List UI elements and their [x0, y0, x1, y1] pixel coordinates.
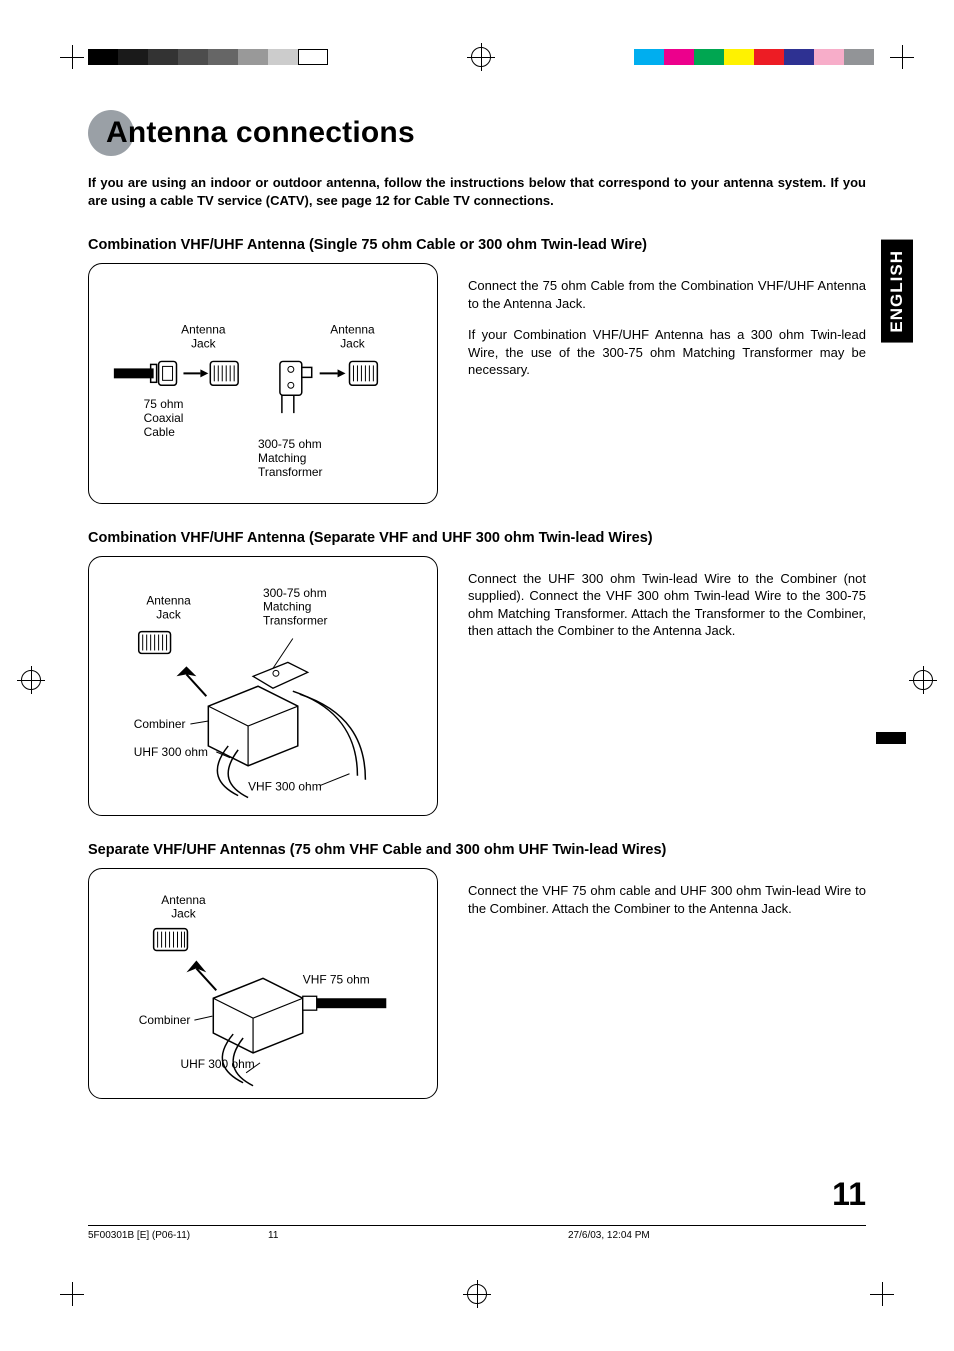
- para: Connect the 75 ohm Cable from the Combin…: [468, 277, 866, 312]
- svg-text:VHF 75 ohm: VHF 75 ohm: [303, 973, 370, 987]
- diagram-1: AntennaJack 75 oh: [88, 263, 438, 504]
- svg-text:AntennaJack: AntennaJack: [146, 593, 191, 621]
- registration-mark: [471, 47, 491, 67]
- section-2: Combination VHF/UHF Antenna (Separate VH…: [88, 530, 866, 817]
- page-number: 11: [832, 1176, 866, 1213]
- crop-mark: [870, 1282, 894, 1306]
- footer-date: 27/6/03, 12:04 PM: [568, 1230, 866, 1241]
- section-heading: Combination VHF/UHF Antenna (Separate VH…: [88, 530, 866, 546]
- crop-mark: [60, 1282, 84, 1306]
- side-tab: [876, 732, 906, 744]
- svg-text:Combiner: Combiner: [139, 1013, 191, 1027]
- intro-text: If you are using an indoor or outdoor an…: [88, 174, 866, 209]
- diagram-svg: AntennaJack 300-75 ohmMatchingTransforme…: [89, 557, 437, 816]
- registration-mark: [467, 1284, 487, 1304]
- page-content: Antenna connections If you are using an …: [88, 110, 866, 1241]
- language-tab: ENGLISH: [881, 240, 913, 343]
- page-title: Antenna connections: [106, 116, 415, 150]
- svg-text:300-75 ohmMatchingTransformer: 300-75 ohmMatchingTransformer: [263, 585, 328, 627]
- section-text: Connect the UHF 300 ohm Twin-lead Wire t…: [468, 556, 866, 654]
- registration-mark-right: [907, 670, 939, 690]
- svg-text:Combiner: Combiner: [134, 717, 186, 731]
- section-text: Connect the 75 ohm Cable from the Combin…: [468, 263, 866, 393]
- page-title-row: Antenna connections: [88, 110, 866, 156]
- crop-mark: [890, 45, 914, 69]
- diagram-3: AntennaJack: [88, 868, 438, 1099]
- color-bar: [634, 49, 874, 65]
- section-text: Connect the VHF 75 ohm cable and UHF 300…: [468, 868, 866, 931]
- svg-text:75 ohmCoaxialCable: 75 ohmCoaxialCable: [144, 397, 184, 439]
- svg-text:UHF 300 ohm: UHF 300 ohm: [180, 1057, 254, 1071]
- diagram-svg: AntennaJack: [89, 869, 437, 1098]
- diagram-svg: AntennaJack 75 oh: [89, 264, 437, 503]
- para: If your Combination VHF/UHF Antenna has …: [468, 326, 866, 379]
- para: Connect the UHF 300 ohm Twin-lead Wire t…: [468, 570, 866, 640]
- print-marks-bottom: [0, 1279, 954, 1309]
- svg-text:AntennaJack: AntennaJack: [330, 323, 375, 351]
- grayscale-bar: [88, 49, 328, 65]
- footer: 5F00301B [E] (P06-11) 11 27/6/03, 12:04 …: [88, 1225, 866, 1241]
- diagram-2: AntennaJack 300-75 ohmMatchingTransforme…: [88, 556, 438, 817]
- svg-text:300-75 ohmMatchingTransformer: 300-75 ohmMatchingTransformer: [258, 437, 323, 479]
- svg-text:AntennaJack: AntennaJack: [161, 893, 206, 921]
- print-marks-top: [0, 42, 954, 72]
- registration-mark-left: [15, 670, 47, 690]
- svg-text:UHF 300 ohm: UHF 300 ohm: [134, 745, 208, 759]
- section-heading: Combination VHF/UHF Antenna (Single 75 o…: [88, 237, 866, 253]
- svg-text:AntennaJack: AntennaJack: [181, 323, 226, 351]
- section-3: Separate VHF/UHF Antennas (75 ohm VHF Ca…: [88, 842, 866, 1099]
- section-1: Combination VHF/UHF Antenna (Single 75 o…: [88, 237, 866, 504]
- footer-page: 11: [268, 1230, 568, 1241]
- section-heading: Separate VHF/UHF Antennas (75 ohm VHF Ca…: [88, 842, 866, 858]
- footer-file: 5F00301B [E] (P06-11): [88, 1230, 268, 1241]
- para: Connect the VHF 75 ohm cable and UHF 300…: [468, 882, 866, 917]
- crop-mark: [60, 45, 84, 69]
- svg-text:VHF 300 ohm: VHF 300 ohm: [248, 779, 322, 793]
